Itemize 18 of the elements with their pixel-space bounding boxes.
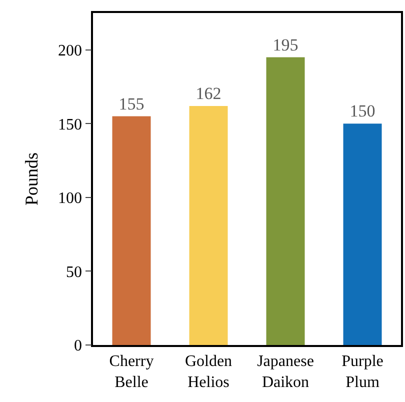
y-tick-label: 50 [66, 264, 82, 281]
x-tick-label: Purple Plum [342, 352, 384, 391]
x-tick-label: Golden Helios [184, 352, 232, 391]
y-axis-title: Pounds [22, 152, 42, 206]
bar [266, 57, 305, 345]
bar [112, 116, 151, 345]
x-tick-label: Cherry Belle [109, 352, 154, 391]
data-label: 195 [272, 35, 298, 54]
y-tick-label: 200 [58, 42, 82, 60]
data-label: 162 [196, 84, 222, 103]
bar [343, 124, 382, 345]
data-label: 155 [118, 94, 144, 114]
y-tick-label: 0 [74, 338, 82, 355]
bar [189, 106, 228, 345]
y-tick-label: 100 [58, 190, 82, 208]
data-label: 150 [350, 102, 376, 121]
x-tick-label: Japanese Daikon [257, 352, 314, 391]
y-tick-label: 150 [58, 116, 82, 134]
